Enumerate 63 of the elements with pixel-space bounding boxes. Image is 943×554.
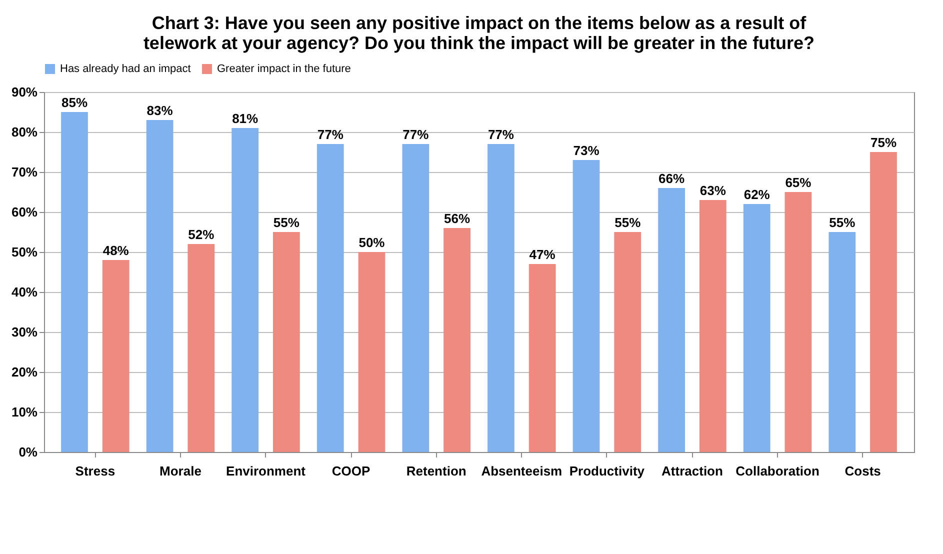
bar	[358, 252, 386, 452]
bar	[870, 152, 897, 452]
data-label: 62%	[744, 187, 770, 202]
y-tick-label: 60%	[11, 204, 38, 220]
bar	[699, 200, 726, 452]
bar	[444, 228, 470, 452]
data-label: 50%	[358, 235, 386, 250]
x-tick-label: Costs	[844, 464, 881, 478]
x-tick-label: Absenteeism	[481, 464, 562, 478]
data-label: 73%	[573, 143, 600, 158]
data-label: 52%	[188, 227, 215, 242]
data-label: 56%	[444, 211, 470, 226]
bar	[488, 144, 514, 452]
bar	[784, 192, 812, 452]
data-label: 77%	[402, 127, 430, 142]
data-label: 48%	[102, 243, 130, 258]
data-label: 81%	[232, 111, 259, 126]
x-tick-label: COOP	[332, 464, 371, 478]
data-label: 77%	[488, 127, 514, 142]
y-tick-label: 10%	[11, 404, 38, 420]
y-tick-label: 80%	[11, 124, 38, 140]
data-label: 55%	[614, 215, 642, 230]
bar	[658, 188, 685, 452]
data-label: 83%	[146, 103, 174, 118]
bar	[61, 112, 88, 452]
y-tick-label: 20%	[11, 364, 38, 380]
y-tick-label: 90%	[11, 84, 38, 100]
legend-label: Has already had an impact	[60, 63, 191, 75]
bar	[146, 120, 174, 452]
bar	[232, 128, 259, 452]
x-tick-label: Stress	[75, 464, 116, 478]
bar	[188, 244, 215, 452]
y-tick-label: 70%	[11, 164, 38, 180]
x-tick-label: Attraction	[662, 464, 723, 478]
bar	[102, 260, 130, 452]
data-label: 85%	[61, 95, 88, 110]
data-label: 66%	[658, 171, 685, 186]
data-label: 55%	[829, 215, 856, 230]
bar	[572, 160, 600, 452]
data-label: 55%	[273, 215, 300, 230]
x-tick-label: Retention	[406, 464, 466, 478]
y-tick-label: 50%	[11, 244, 38, 260]
data-label: 77%	[317, 127, 344, 142]
bar	[614, 232, 642, 452]
y-tick-label: 0%	[18, 444, 38, 460]
bar	[402, 144, 430, 452]
y-tick-label: 40%	[11, 284, 38, 300]
x-tick-label: Collaboration	[736, 464, 820, 478]
x-tick-label: Morale	[160, 464, 202, 478]
data-label: 63%	[700, 183, 726, 198]
bar	[743, 204, 770, 452]
x-tick-label: Environment	[226, 464, 306, 478]
bar	[273, 232, 300, 452]
bar	[828, 232, 856, 452]
x-tick-label: Productivity	[569, 464, 646, 478]
chart-title: Chart 3: Have you seen any positive impact on the items below as a result of telework at your agency? Do you think the impact will be greater in the future?	[143, 13, 815, 53]
bar	[528, 264, 556, 452]
legend-label: Greater impact in the future	[217, 63, 351, 75]
bar	[316, 144, 344, 452]
data-label: 47%	[529, 247, 556, 262]
y-tick-label: 30%	[11, 324, 38, 340]
data-label: 75%	[870, 135, 897, 150]
data-label: 65%	[785, 175, 812, 190]
